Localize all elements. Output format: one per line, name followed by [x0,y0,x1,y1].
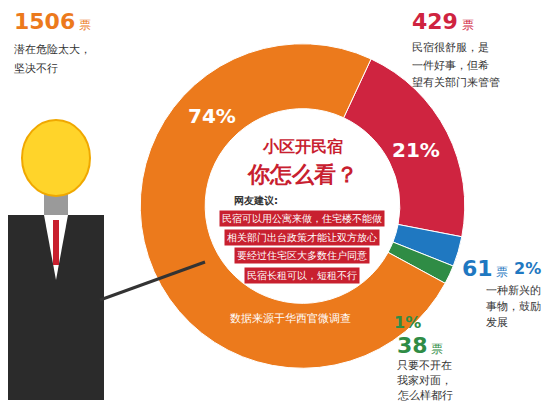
svg-text:21%: 21% [392,138,440,162]
svg-text:1506 票: 1506 票 [14,9,91,34]
svg-text:小区开民宿: 小区开民宿 [262,137,343,156]
svg-text:61 票: 61 票 [462,256,508,281]
svg-text:一件好事，但希: 一件好事，但希 [412,59,489,72]
svg-text:怎么样都行: 怎么样都行 [397,389,453,402]
svg-text:望有关部门来管管: 望有关部门来管管 [412,76,500,89]
svg-text:民宿很舒服，是: 民宿很舒服，是 [412,41,489,54]
svg-text:1%: 1% [394,313,421,332]
svg-text:坚决不行: 坚决不行 [14,62,58,75]
svg-text:民宿长租可以，短租不行: 民宿长租可以，短租不行 [247,270,357,281]
svg-text:潜在危险太大，: 潜在危险太大， [14,43,91,56]
svg-text:一种新兴的: 一种新兴的 [486,284,541,297]
svg-text:要经过住宅区大多数住户同意: 要经过住宅区大多数住户同意 [237,250,367,261]
svg-text:429 票: 429 票 [412,9,474,34]
svg-text:民宿可以用公寓来做，住宅楼不能做: 民宿可以用公寓来做，住宅楼不能做 [222,213,382,224]
svg-text:只要不开在: 只要不开在 [397,359,452,372]
svg-text:74%: 74% [188,104,236,128]
svg-text:38 票: 38 票 [397,333,443,358]
svg-text:网友建议:: 网友建议: [234,195,278,206]
svg-text:相关部门出台政策才能让双方放心: 相关部门出台政策才能让双方放心 [227,232,377,243]
svg-text:我家对面，: 我家对面， [397,374,452,387]
svg-text:你怎么看？: 你怎么看？ [247,162,358,187]
svg-text:事物，鼓励: 事物，鼓励 [486,300,541,313]
svg-text:发展: 发展 [486,316,508,329]
svg-text:2%: 2% [514,259,541,278]
svg-text:数据来源于华西官微调查: 数据来源于华西官微调查 [230,312,351,325]
